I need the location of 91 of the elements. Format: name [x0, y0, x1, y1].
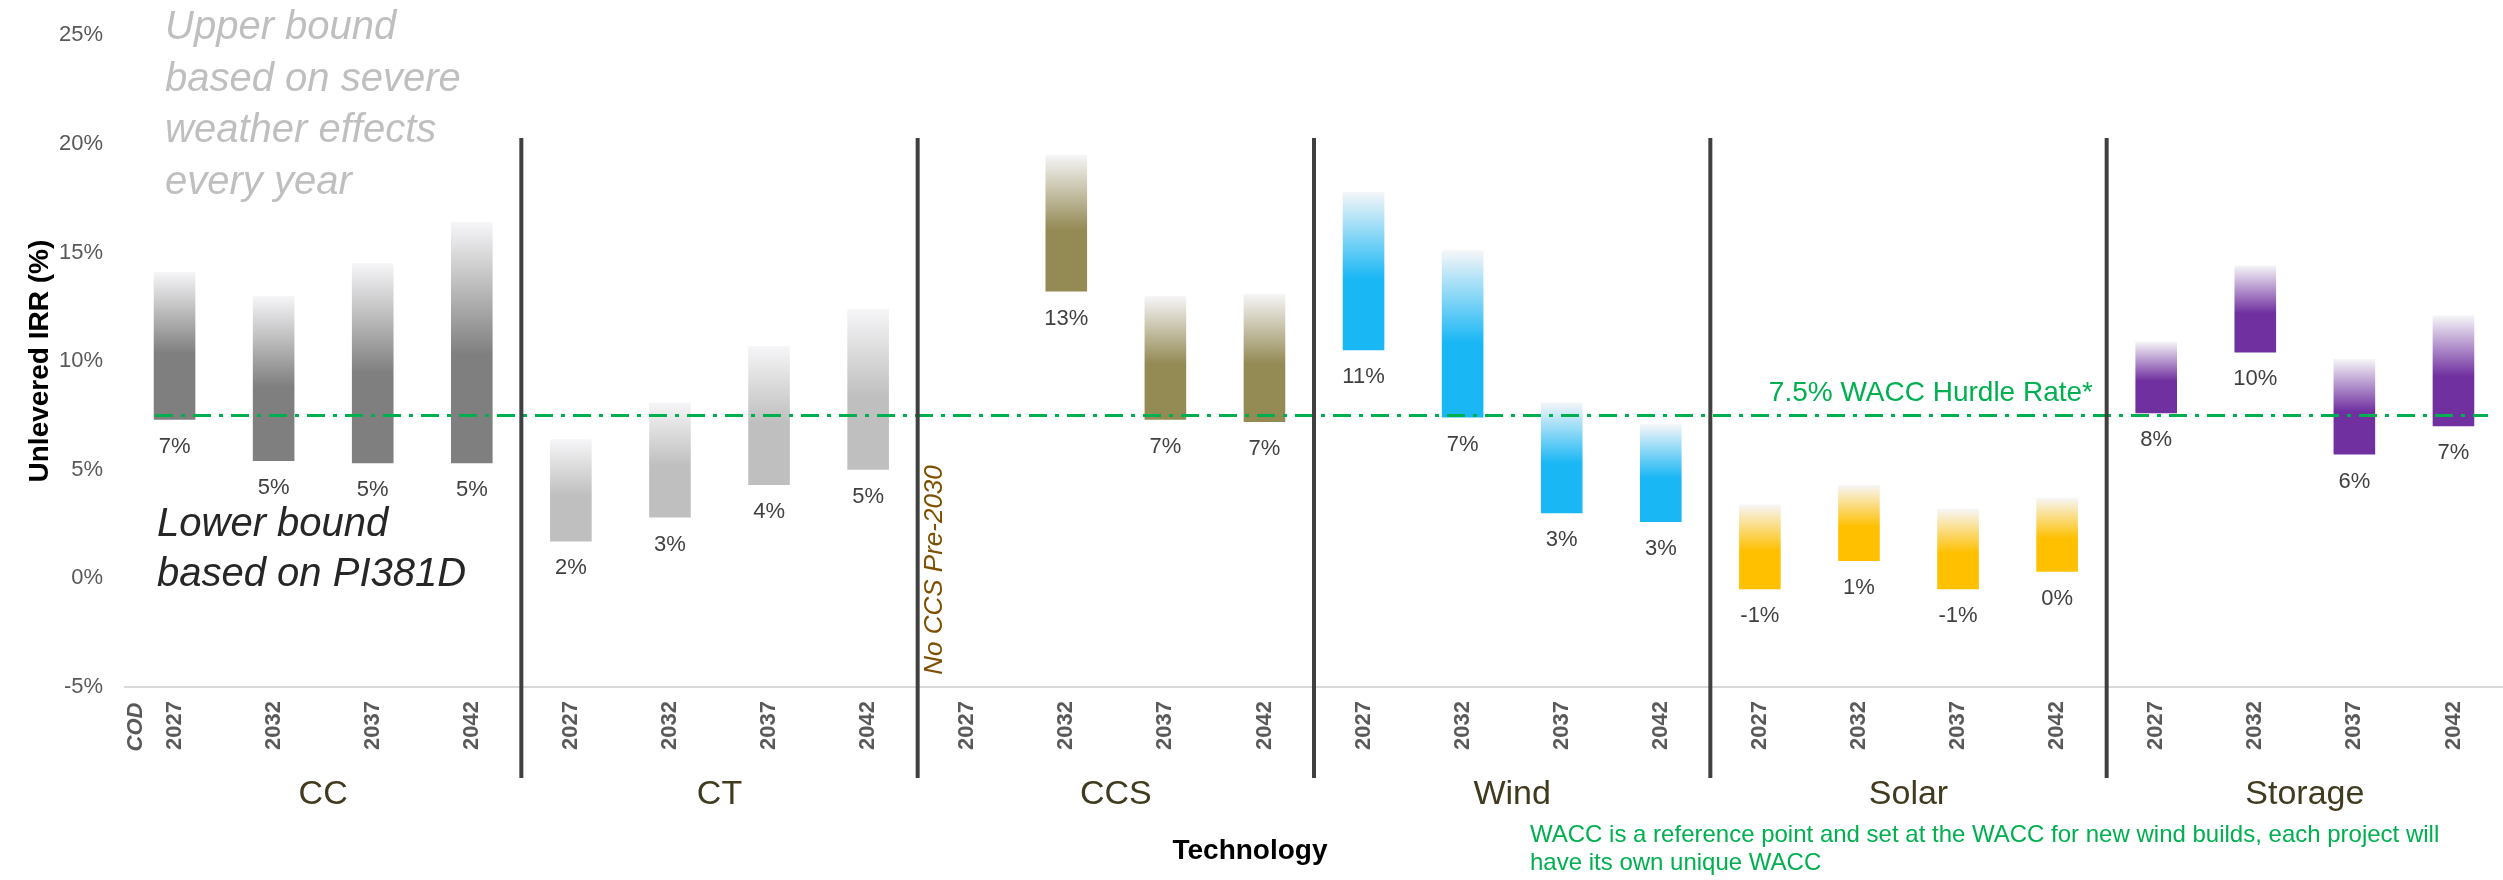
x-tick-label: 2027: [1745, 701, 1771, 750]
bar: [649, 402, 691, 518]
x-tick-label: 2042: [2439, 701, 2465, 750]
bar: [748, 345, 790, 485]
x-tick-label: 2037: [755, 701, 781, 750]
annotation: 10%: [2233, 365, 2278, 391]
annotation: 7%: [2437, 439, 2470, 465]
bar: [450, 222, 493, 464]
text: Storage: [2245, 773, 2365, 812]
annotation: 7%: [158, 432, 191, 458]
bar: [1441, 250, 1484, 418]
ref-line-label: 7.5% WACC Hurdle Rate*: [1768, 376, 2094, 408]
x-tick-label: 2032: [1448, 701, 1474, 750]
y-tick-label: 25%: [58, 21, 103, 47]
bar: [153, 272, 196, 420]
bar: [252, 295, 295, 462]
x-tick-label: 2032: [1052, 701, 1078, 750]
x-axis-title: Technology: [1172, 833, 1328, 865]
y-tick-label: 10%: [58, 347, 103, 373]
text: CT: [696, 773, 743, 812]
y-tick-label: 15%: [58, 238, 103, 264]
bar: [1739, 504, 1781, 590]
x-tick-label: 2032: [259, 701, 285, 750]
y-tick-label: 5%: [71, 455, 103, 481]
bar: [847, 308, 889, 470]
annotation: 5%: [257, 474, 290, 500]
annotation: 5%: [852, 482, 885, 508]
bar: [2036, 497, 2078, 572]
bar: [2234, 265, 2277, 353]
bar: [2432, 315, 2475, 427]
annotation: 3%: [1644, 534, 1677, 560]
x-tick-label: 2037: [358, 701, 384, 750]
x-tick-label: 2042: [1646, 701, 1672, 750]
annotation: 11%: [1342, 363, 1385, 389]
annotation: Upper bound based on severe weather effects every year: [165, 3, 461, 202]
x-tick-label: 2027: [953, 701, 979, 750]
x-tick-label: 2042: [2043, 701, 2069, 750]
annotation: 5%: [455, 476, 488, 502]
bar: [1937, 508, 1979, 590]
annotation: Lower bound based on PI381D: [157, 500, 467, 595]
x-tick-label: 2027: [556, 701, 582, 750]
annotation: 1%: [1843, 574, 1875, 600]
bar: [1045, 154, 1088, 292]
annotation: 3%: [654, 530, 686, 556]
annotation: 4%: [753, 498, 785, 523]
bar: [1342, 191, 1385, 351]
text: WACC is a reference point and set at the WACC for new wind builds, each project will have its own unique WACC: [1530, 820, 2440, 875]
annotation: 6%: [2338, 467, 2371, 493]
annotation: 3%: [1545, 526, 1578, 552]
bar: [2135, 341, 2178, 414]
x-tick-label: 2037: [2340, 701, 2366, 750]
annotation: 7%: [1149, 432, 1182, 458]
annotation: 2%: [554, 554, 587, 580]
x-tick-label: 2032: [1845, 701, 1871, 750]
annotation: 5%: [356, 476, 389, 502]
x-tick-label: 2032: [656, 701, 682, 750]
bar: [2333, 358, 2376, 455]
annotation: No CCS Pre-2030: [918, 464, 949, 675]
annotation: 7%: [1446, 430, 1479, 456]
text: Wind: [1473, 773, 1551, 812]
x-tick-label: 2037: [1151, 701, 1177, 750]
text: Solar: [1868, 773, 1949, 812]
x-tick-label: 2042: [1250, 701, 1276, 750]
y-axis-title: Unlevered IRR (%): [22, 239, 54, 483]
y-tick-label: -5%: [63, 673, 103, 699]
text: CC: [298, 773, 348, 812]
annotation: 13%: [1044, 304, 1089, 330]
bar: [1144, 295, 1187, 420]
bar: [1540, 402, 1583, 514]
x-tick-label: 2042: [457, 701, 483, 750]
text: CCS: [1079, 773, 1152, 812]
bar: [351, 263, 394, 464]
x-tick-label: 2027: [160, 701, 186, 750]
x-tick-label: 2042: [854, 701, 880, 750]
x-tick-label: 2027: [1349, 701, 1375, 750]
annotation: -1%: [1938, 602, 1978, 628]
bar: [550, 439, 592, 542]
bar: [1838, 484, 1880, 561]
annotation: -1%: [1740, 602, 1780, 628]
bar: [1639, 424, 1682, 522]
text: COD: [121, 702, 147, 752]
bar: [1243, 293, 1286, 422]
x-tick-label: 2037: [1944, 701, 1970, 750]
y-tick-label: 0%: [71, 564, 103, 590]
x-tick-label: 2027: [2142, 701, 2168, 750]
annotation: 7%: [1248, 435, 1281, 460]
annotation: 8%: [2140, 426, 2173, 452]
x-tick-label: 2032: [2241, 701, 2267, 750]
x-tick-label: 2037: [1547, 701, 1573, 750]
annotation: 0%: [2041, 584, 2074, 610]
y-tick-label: 20%: [58, 129, 103, 155]
